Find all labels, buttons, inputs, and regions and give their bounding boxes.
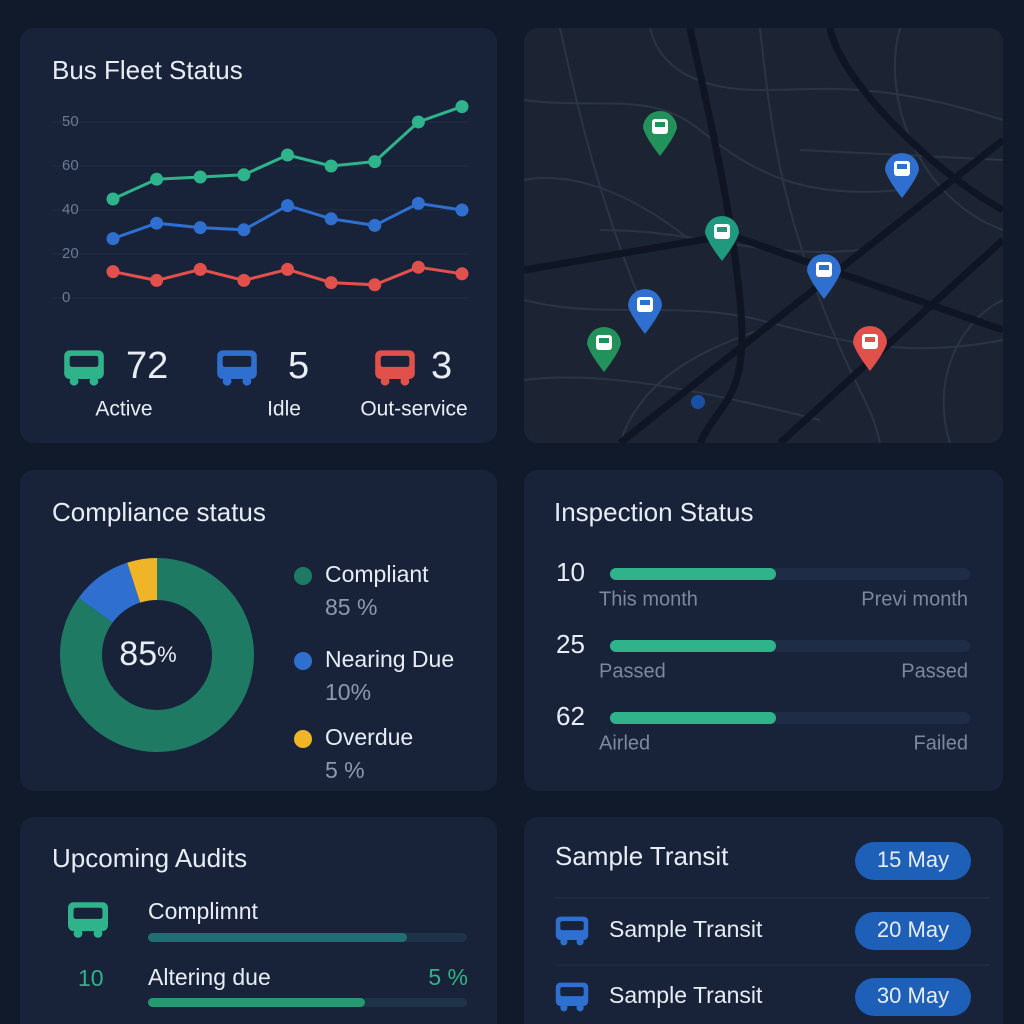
data-point (237, 223, 251, 237)
data-point (411, 196, 425, 210)
legend-dot (294, 652, 312, 670)
data-point (411, 260, 425, 274)
map-dot (691, 395, 705, 409)
data-point (455, 100, 469, 114)
inspection-right: Previ month (861, 588, 968, 610)
stat-label: Out-service (360, 398, 467, 421)
card (524, 470, 1003, 791)
data-point (106, 192, 120, 206)
data-point (150, 273, 164, 287)
progress-fill (148, 933, 407, 942)
progress-fill (610, 712, 776, 724)
inspection-left: Passed (599, 660, 666, 682)
audit-percent: 5 % (428, 964, 468, 990)
legend-value: 85 % (325, 594, 377, 620)
audit-number: 10 (78, 965, 104, 991)
data-point (106, 232, 120, 246)
fleet-card: Bus Fleet Status 0 20 40 60 50 72 Active 5 I… (20, 28, 497, 443)
card (20, 28, 497, 443)
legend-label: Compliant (325, 561, 429, 587)
data-point (368, 278, 382, 292)
donut (60, 558, 254, 752)
data-point (193, 170, 207, 184)
legend: Compliant 85 % Nearing Due 10% Overdue 5 % (294, 561, 454, 783)
inspection-left: This month (599, 588, 698, 610)
data-point (106, 265, 120, 279)
legend-label: Overdue (325, 724, 413, 750)
legend-label: Nearing Due (325, 646, 454, 672)
card-title: Upcoming Audits (52, 843, 247, 873)
data-point (368, 218, 382, 232)
y-tick-label: 20 (62, 245, 79, 262)
date-badge (855, 978, 971, 1016)
progress-fill (148, 998, 365, 1007)
data-point (411, 115, 425, 129)
transit-name: Sample Transit (609, 982, 763, 1008)
inspection-rows: 10 This month Previ month 25 Passed Passed 62 A… (556, 557, 970, 754)
donut-center: 85% (119, 635, 176, 673)
date-text: 20 May (877, 917, 949, 942)
progress-fill (610, 640, 776, 652)
compliance-card: Compliance status 85% Compliant 85 % Neari… (20, 470, 497, 791)
y-tick-label: 40 (62, 201, 79, 218)
inspection-right: Failed (914, 732, 968, 754)
donut-number: 85 (119, 635, 157, 673)
stat-label: Idle (267, 398, 301, 421)
inspection-left: Airled (599, 732, 650, 754)
audits-card: Upcoming Audits Complimnt 10 Altering du… (20, 817, 497, 1024)
legend-dot (294, 730, 312, 748)
inspection-number: 10 (556, 557, 585, 587)
card (20, 817, 497, 1024)
card-title: Compliance status (52, 497, 266, 527)
inspection-card: Inspection Status 10 This month Previ mont… (524, 470, 1003, 791)
inspection-number: 25 (556, 629, 585, 659)
map-bg (524, 28, 1003, 443)
stat-label: Active (95, 398, 152, 421)
data-point (368, 155, 382, 169)
stat-value: 5 (288, 345, 309, 387)
date-text: 15 May (877, 847, 949, 872)
donut-segment (60, 558, 254, 752)
legend-dot (294, 567, 312, 585)
data-point (324, 159, 338, 173)
stat-value: 72 (126, 345, 168, 387)
data-point (150, 216, 164, 230)
date-badge (855, 912, 971, 950)
date-text: 30 May (877, 983, 949, 1008)
legend-value: 10% (325, 679, 371, 705)
y-tick-label: 0 (62, 289, 70, 306)
data-point (324, 212, 338, 226)
transit-card: Sample Transit 15 May Sample Transit 20 … (524, 817, 1003, 1024)
data-point (193, 262, 207, 276)
data-point (281, 262, 294, 276)
data-point (455, 267, 469, 281)
audit-label: Complimnt (148, 898, 259, 924)
card-title: Bus Fleet Status (52, 55, 243, 85)
data-point (281, 148, 294, 162)
date-badge (855, 842, 971, 880)
data-point (193, 221, 207, 235)
data-point (281, 199, 294, 213)
stat-value: 3 (431, 345, 452, 387)
legend-value: 5 % (325, 757, 365, 783)
inspection-right: Passed (901, 660, 968, 682)
card-title: Inspection Status (554, 497, 753, 527)
data-point (237, 273, 251, 287)
inspection-number: 62 (556, 701, 585, 731)
data-point (324, 276, 338, 290)
donut-unit: % (157, 642, 177, 667)
line-chart: 0 20 40 60 50 (52, 100, 470, 306)
data-point (150, 172, 164, 186)
data-point (455, 203, 469, 217)
y-tick-label: 60 (62, 157, 79, 174)
progress-fill (610, 568, 776, 580)
audit-label: Altering due (148, 964, 271, 990)
map (524, 28, 1003, 443)
card-title: Sample Transit (555, 841, 729, 871)
data-point (237, 168, 251, 182)
y-tick-label: 50 (62, 113, 79, 130)
transit-name: Sample Transit (609, 916, 763, 942)
